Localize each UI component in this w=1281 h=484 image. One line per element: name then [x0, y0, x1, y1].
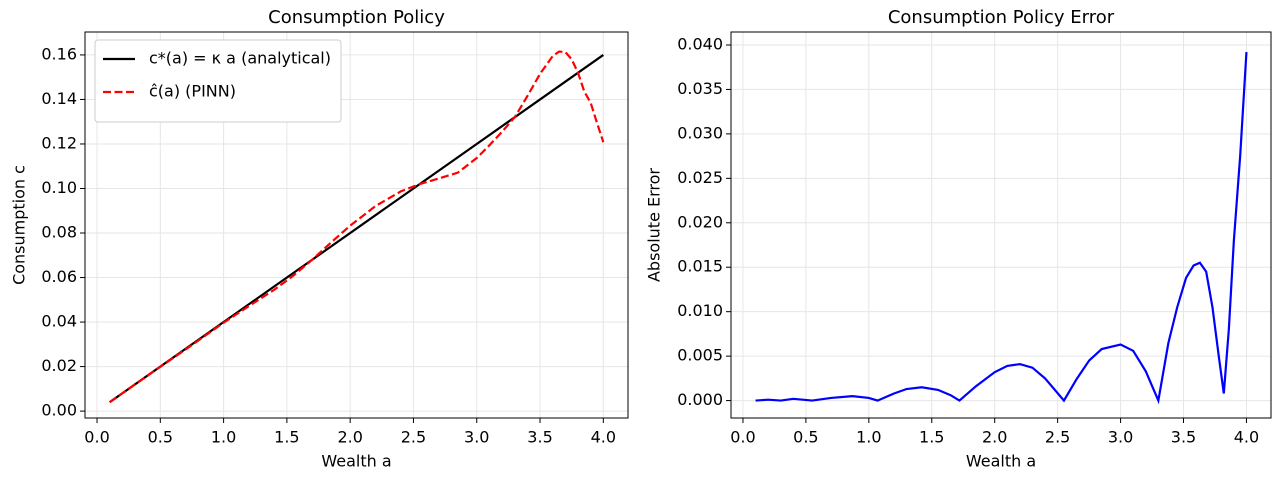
x-tick-label: 0.5	[793, 428, 818, 447]
y-tick-label: 0.025	[677, 168, 723, 187]
x-tick-label: 3.5	[1171, 428, 1196, 447]
x-tick-label: 2.0	[982, 428, 1007, 447]
y-tick-label: 0.020	[677, 212, 723, 231]
y-tick-label: 0.06	[41, 267, 77, 286]
x-tick-label: 1.5	[919, 428, 944, 447]
line	[755, 52, 1248, 405]
y-tick-label: 0.12	[41, 133, 77, 152]
x-tick-label: 1.0	[856, 428, 881, 447]
x-axis-label: Wealth a	[966, 452, 1036, 471]
legend-box	[94, 39, 342, 123]
y-tick-label: 0.030	[677, 123, 723, 142]
line	[109, 54, 604, 404]
y-axis-label: Absolute Error	[645, 168, 664, 282]
line	[109, 50, 605, 404]
chart-title: Consumption Policy Error	[888, 7, 1115, 28]
y-tick-label: 0.035	[677, 79, 723, 98]
axes-frame	[730, 31, 1272, 419]
y-tick-label: 0.08	[41, 223, 77, 242]
x-tick-label: 4.0	[591, 428, 616, 447]
x-tick-label: 2.5	[401, 428, 426, 447]
x-tick-label: 0.5	[148, 428, 173, 447]
y-tick-label: 0.015	[677, 257, 723, 276]
x-tick-label: 2.5	[1045, 428, 1070, 447]
y-tick-label: 0.000	[677, 390, 723, 409]
axes-frame	[84, 31, 629, 419]
y-tick-label: 0.005	[677, 346, 723, 365]
x-tick-label: 1.5	[274, 428, 299, 447]
y-tick-label: 0.14	[41, 89, 77, 108]
x-tick-label: 4.0	[1234, 428, 1259, 447]
x-tick-label: 3.5	[527, 428, 552, 447]
legend-label: c*(a) = κ a (analytical)	[149, 49, 331, 68]
y-tick-label: 0.00	[41, 401, 77, 420]
y-tick-label: 0.010	[677, 301, 723, 320]
x-tick-label: 0.0	[84, 428, 109, 447]
y-tick-label: 0.04	[41, 312, 77, 331]
x-tick-label: 3.0	[1108, 428, 1133, 447]
chart-title: Consumption Policy	[268, 7, 445, 28]
x-axis-label: Wealth a	[321, 452, 391, 471]
y-tick-label: 0.040	[677, 34, 723, 53]
x-tick-label: 0.0	[730, 428, 755, 447]
x-tick-label: 3.0	[464, 428, 489, 447]
y-tick-label: 0.16	[41, 44, 77, 63]
y-tick-label: 0.10	[41, 178, 77, 197]
x-tick-label: 1.0	[211, 428, 236, 447]
y-tick-label: 0.02	[41, 356, 77, 375]
legend-label: ĉ(a) (PINN)	[149, 82, 236, 101]
x-tick-label: 2.0	[337, 428, 362, 447]
y-axis-label: Consumption c	[10, 165, 29, 285]
